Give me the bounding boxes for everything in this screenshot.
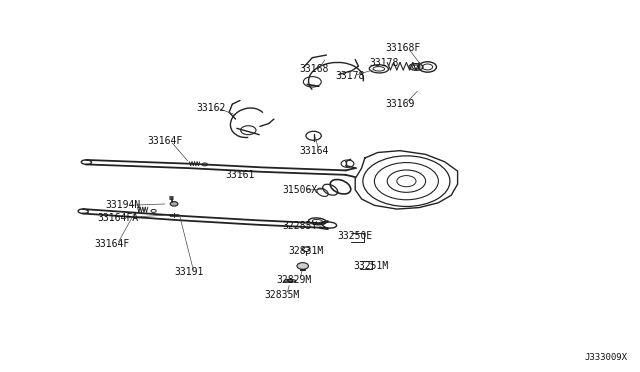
Circle shape <box>297 263 308 269</box>
Circle shape <box>170 202 178 206</box>
Text: 33250E: 33250E <box>337 231 373 241</box>
Text: 31506X: 31506X <box>282 185 317 195</box>
Text: 33191: 33191 <box>174 267 204 277</box>
Ellipse shape <box>412 65 420 69</box>
Text: 33164: 33164 <box>299 146 328 155</box>
Text: 33169: 33169 <box>385 99 415 109</box>
Ellipse shape <box>409 64 423 70</box>
Text: 32831M: 32831M <box>288 246 324 256</box>
Text: 33164FA: 33164FA <box>98 213 139 222</box>
Text: 33162: 33162 <box>196 103 226 113</box>
Text: 32829M: 32829M <box>276 275 312 285</box>
Text: 33178: 33178 <box>369 58 399 68</box>
Text: 33164F: 33164F <box>94 240 130 249</box>
Text: 33251M: 33251M <box>353 261 389 271</box>
Text: 33164F: 33164F <box>147 136 183 145</box>
Text: 33168F: 33168F <box>385 44 421 53</box>
Text: 32835M: 32835M <box>264 290 300 299</box>
Text: 33178: 33178 <box>335 71 365 80</box>
Text: 33194N: 33194N <box>105 201 141 210</box>
Text: 32285Y: 32285Y <box>282 221 317 231</box>
Text: 33168: 33168 <box>299 64 328 74</box>
Text: 33161: 33161 <box>225 170 255 180</box>
Text: J333009X: J333009X <box>584 353 627 362</box>
